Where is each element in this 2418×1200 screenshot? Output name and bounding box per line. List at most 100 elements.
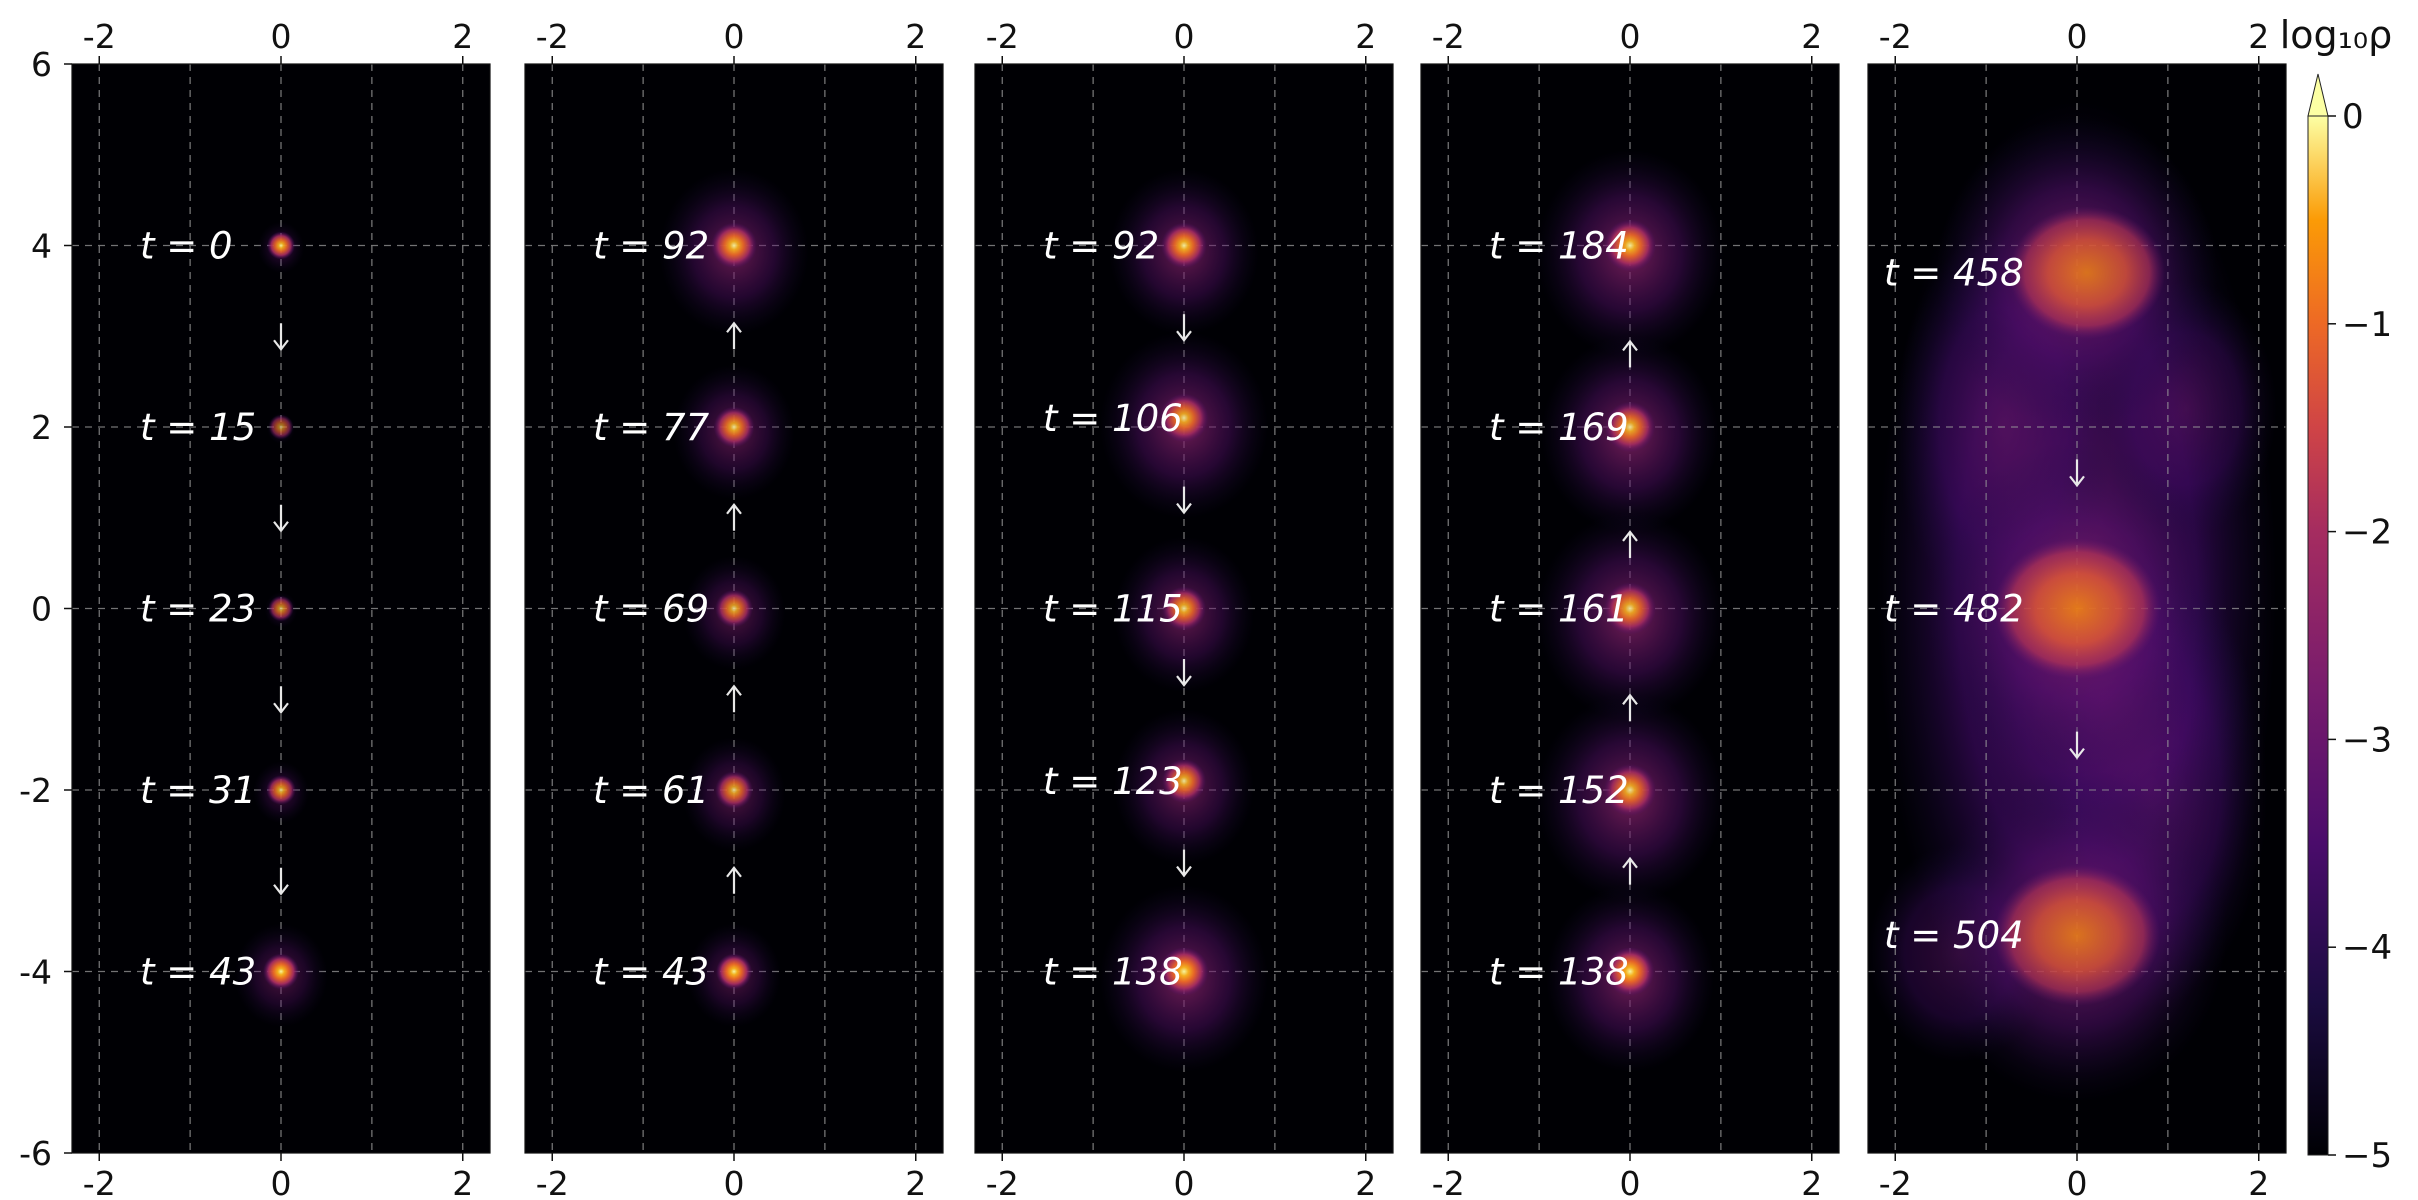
density-core (711, 222, 757, 269)
time-label: t = 23 (140, 588, 256, 631)
snapshot: t = 169 (1489, 335, 1719, 534)
time-label: t = 458 (1884, 252, 2024, 295)
x-tick-label-top: -2 (536, 17, 569, 56)
arrow-up (1622, 856, 1638, 885)
density-peak (1993, 538, 2161, 679)
snapshot: t = 31 (140, 761, 310, 824)
x-tick-label-top: -2 (83, 17, 116, 56)
colorbar-tick-label: −3 (2342, 720, 2392, 760)
arrow-down (1176, 314, 1192, 342)
time-label: t = 152 (1489, 769, 1629, 812)
arrow-down (2069, 459, 2085, 488)
y-tick-label: 2 (31, 408, 52, 447)
time-label: t = 184 (1489, 225, 1629, 268)
density-core (268, 414, 294, 440)
arrow-up (726, 684, 742, 713)
time-label: t = 92 (593, 225, 709, 268)
density-core (713, 406, 755, 448)
snapshot: t = 69 (593, 555, 786, 671)
y-tick-label: -2 (19, 771, 52, 810)
panels: t = 0 t = 15 t = 23 t = 31 t = 43 -2 -2 0 0 2 2 6 4 2… (19, 17, 2287, 1200)
arrow-down (2069, 731, 2085, 760)
colorbar-tick-label: −1 (2342, 305, 2392, 345)
snapshot: t = 106 (1043, 331, 1269, 519)
arrow-down (1176, 486, 1192, 515)
snapshot: t = 77 (593, 364, 795, 500)
snapshot: t = 92 (593, 168, 809, 336)
y-tick-label: 6 (31, 45, 52, 84)
snapshot: t = 123 (1043, 708, 1255, 865)
y-tick-label: 0 (31, 590, 52, 629)
arrow-down (1176, 849, 1192, 878)
snapshot: t = 23 (140, 588, 298, 631)
x-tick-label-bottom: -2 (536, 1164, 569, 1200)
arrow-up (1622, 339, 1638, 368)
colorbar-gradient (2307, 115, 2329, 1156)
x-tick-label-top: 2 (452, 17, 473, 56)
arrow-up (1622, 530, 1638, 558)
x-tick-label-top: 0 (1174, 17, 1195, 56)
arrow-up (726, 865, 742, 894)
density-core (1604, 219, 1656, 272)
x-tick-label-top: 0 (271, 17, 292, 56)
density-core (263, 953, 299, 990)
x-tick-label-bottom: 0 (1174, 1164, 1195, 1200)
x-tick-label-bottom: 2 (1801, 1164, 1822, 1200)
panel-1: t = 0 t = 15 t = 23 t = 31 t = 43 -2 -2 0 0 2 2 6 4 2… (19, 17, 491, 1200)
snapshot: t = 482 (1884, 442, 2227, 775)
arrow-up (726, 502, 742, 531)
x-tick-label-top: 2 (1355, 17, 1376, 56)
x-tick-label-top: 0 (1620, 17, 1641, 56)
time-label: t = 31 (140, 769, 256, 812)
colorbar-extend-arrow (2307, 73, 2329, 117)
x-tick-label-bottom: -2 (83, 1164, 116, 1200)
panel-2: t = 92 t = 77 t = 69 t = 61 t = 43 -2 -2 0 0 2 2 (524, 17, 944, 1200)
arrow-up (1622, 693, 1638, 722)
x-tick-label-bottom: 0 (724, 1164, 745, 1200)
time-label: t = 92 (1043, 225, 1159, 268)
panel-5: t = 458 t = 482 t = 504 -2 -2 0 0 2 2 (1867, 17, 2287, 1200)
y-tick-label: -4 (19, 953, 52, 992)
density-core (1604, 582, 1656, 635)
time-label: t = 161 (1489, 588, 1629, 631)
density-core (1604, 401, 1656, 453)
snapshot: t = 152 (1489, 694, 1724, 902)
density-core (715, 771, 753, 809)
density-core (1604, 764, 1656, 816)
x-tick-label-bottom: 2 (452, 1164, 473, 1200)
density-core (715, 589, 753, 628)
time-label: t = 15 (140, 406, 256, 449)
x-tick-label-top: -2 (1432, 17, 1465, 56)
snapshot: t = 458 (1884, 116, 2218, 429)
time-label: t = 115 (1043, 588, 1183, 631)
time-label: t = 43 (140, 951, 256, 994)
time-label: t = 0 (140, 225, 233, 268)
x-tick-label-bottom: 2 (2248, 1164, 2269, 1200)
density-core (1605, 947, 1655, 996)
colorbar-tick-label: −2 (2342, 513, 2392, 553)
density-core (268, 595, 294, 622)
time-label: t = 138 (1043, 951, 1183, 994)
snapshot: t = 43 (140, 923, 328, 1028)
density-core (1162, 586, 1206, 631)
density-core (716, 953, 752, 990)
time-label: t = 77 (593, 406, 710, 449)
snapshot: t = 504 (1884, 768, 2227, 1102)
density-core (266, 775, 296, 805)
colorbar-label: log₁₀ρ (2280, 13, 2393, 57)
y-tick-label: 4 (31, 227, 52, 266)
arrow-down (273, 323, 289, 352)
x-tick-label-bottom: -2 (1879, 1164, 1912, 1200)
x-tick-label-top: 2 (2248, 17, 2269, 56)
snapshot: t = 0 (140, 221, 305, 274)
density-core (267, 231, 295, 260)
snapshot: t = 184 (1489, 149, 1724, 358)
x-tick-label-top: 0 (2067, 17, 2088, 56)
x-tick-label-bottom: 0 (1620, 1164, 1641, 1200)
time-label: t = 106 (1043, 397, 1183, 440)
arrow-up (726, 321, 742, 350)
x-tick-label-top: 2 (1801, 17, 1822, 56)
colorbar-tick-label: −5 (2342, 1136, 2392, 1176)
density-peak (2009, 206, 2165, 339)
